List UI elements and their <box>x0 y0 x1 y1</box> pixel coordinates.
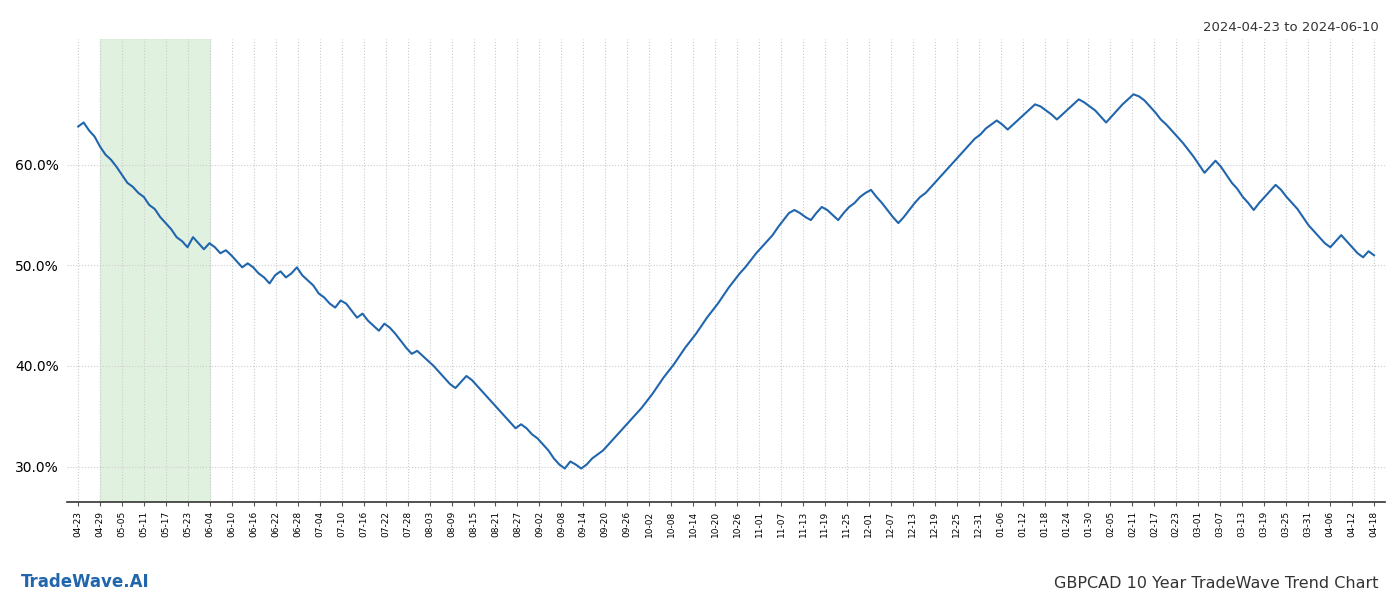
Text: 2024-04-23 to 2024-06-10: 2024-04-23 to 2024-06-10 <box>1203 21 1379 34</box>
Bar <box>101 39 210 502</box>
Text: TradeWave.AI: TradeWave.AI <box>21 573 150 591</box>
Text: GBPCAD 10 Year TradeWave Trend Chart: GBPCAD 10 Year TradeWave Trend Chart <box>1054 576 1379 591</box>
